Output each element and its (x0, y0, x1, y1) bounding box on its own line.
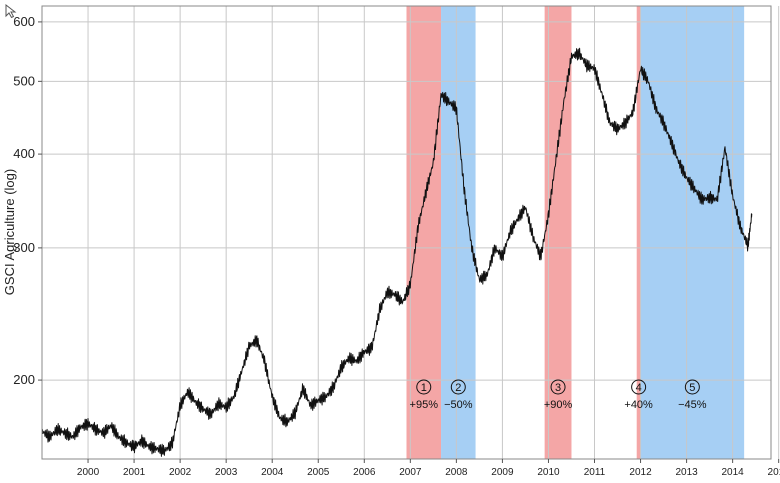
y-tick-label: 500 (13, 73, 35, 88)
x-tick-label: 2001 (123, 467, 146, 478)
period-marker-number: 2 (455, 382, 461, 394)
x-tick-label: 2006 (353, 467, 376, 478)
period-change-label: +40% (624, 399, 653, 411)
grid-lines (42, 6, 780, 459)
plot-frame (41, 5, 772, 460)
x-tick-label: 2009 (491, 467, 514, 478)
y-tick-label: 200 (13, 372, 35, 387)
x-tick-label: 2005 (307, 467, 330, 478)
y-tick-label: 600 (13, 14, 35, 29)
axes: 2000 2001 2002 2003 2004 2005 2006 2007 2008 2009… (13, 5, 780, 478)
x-tick-label: 2011 (584, 467, 606, 478)
period-marker-circle (550, 379, 566, 395)
annotations: 1 +95% 2 −50% 3 +90% 4 +40% 5 −45% (410, 379, 707, 411)
y-tick-label: 300 (13, 240, 35, 255)
y-tick-label: 400 (13, 146, 35, 161)
x-tick-label: 2012 (629, 467, 652, 478)
x-tick-label: 2014 (722, 467, 745, 478)
period-marker-number: 5 (689, 382, 695, 394)
y-axis-label: GSCI Agriculture (log) (2, 169, 17, 295)
period-marker-number: 1 (421, 382, 427, 394)
x-tick-label: 2013 (675, 467, 698, 478)
period-change-label: +90% (544, 399, 573, 411)
x-tick-label: 2000 (77, 467, 100, 478)
period-marker-circle (631, 379, 647, 395)
series-line (41, 47, 753, 457)
period-change-label: +95% (410, 399, 439, 411)
x-tick-label: 2007 (399, 467, 422, 478)
period-change-label: −45% (678, 399, 707, 411)
x-tick-label: 2003 (215, 467, 238, 478)
period-marker-circle (450, 379, 466, 395)
period-marker-circle (684, 379, 700, 395)
period-marker-circle (416, 379, 432, 395)
x-tick-label: 2008 (445, 467, 468, 478)
x-tick-label: 2002 (169, 467, 192, 478)
period-marker-number: 4 (636, 382, 642, 394)
cursor-icon (5, 3, 17, 19)
period-marker-number: 3 (555, 382, 561, 394)
shaded-period-4 (636, 6, 641, 459)
x-tick-label: 2015 (768, 467, 780, 478)
x-tick-label: 2004 (261, 467, 284, 478)
period-change-label: −50% (444, 399, 473, 411)
series-layer (41, 47, 753, 457)
x-tick-label: 2010 (537, 467, 560, 478)
